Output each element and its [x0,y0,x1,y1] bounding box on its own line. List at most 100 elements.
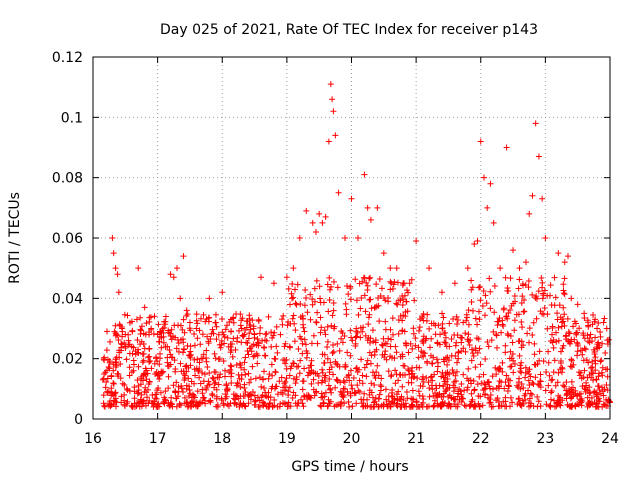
data-point [377,381,384,388]
data-point [285,388,292,395]
data-point [595,319,602,326]
data-point [330,307,337,314]
data-point [448,336,455,343]
data-point [545,348,552,355]
data-point [526,339,533,346]
data-point [138,327,145,334]
data-point [332,132,339,139]
data-point [388,372,395,379]
data-point [353,325,360,332]
data-point [470,353,477,360]
data-point [363,361,370,368]
data-point [522,390,529,397]
x-tick-label: 17 [149,431,167,447]
data-point [228,379,235,386]
data-point [494,365,501,372]
data-point [504,285,511,292]
data-point [391,396,398,403]
data-point [389,285,396,292]
data-point [520,385,527,392]
data-point [204,333,211,340]
data-point [241,393,248,400]
data-point [326,297,333,304]
data-point [324,403,331,410]
data-point [474,321,481,328]
data-point [525,284,532,291]
data-point [527,402,534,409]
data-point [313,318,320,325]
data-point [568,295,575,302]
data-point [268,385,275,392]
data-point [493,371,500,378]
data-point [423,374,430,381]
data-point [547,292,554,299]
data-point [469,307,476,314]
data-point [605,336,612,343]
data-point [185,402,192,409]
data-point [242,403,249,410]
data-point [324,281,331,288]
data-point [222,326,229,333]
data-point [405,289,412,296]
data-point [517,362,524,369]
data-point [417,316,424,323]
data-point [415,403,422,410]
data-point [413,238,420,245]
data-point [179,326,186,333]
data-point [242,326,249,333]
data-point [454,332,461,339]
data-point [578,375,585,382]
data-point [376,318,383,325]
data-point [489,373,496,380]
data-point [501,385,508,392]
data-point [535,288,542,295]
data-point [300,378,307,385]
data-point [581,385,588,392]
data-point [251,331,258,338]
data-point [324,338,331,345]
data-point [374,362,381,369]
data-point [295,363,302,370]
data-point [156,375,163,382]
data-point [442,334,449,341]
data-point [203,384,210,391]
data-point [554,399,561,406]
data-point [599,364,606,371]
data-point [296,333,303,340]
data-point [303,347,310,354]
data-point [311,298,318,305]
data-point [426,393,433,400]
data-point [134,377,141,384]
data-point [262,352,269,359]
data-point [317,295,324,302]
data-point [529,379,536,386]
data-point [99,376,106,383]
data-point [534,393,541,400]
data-point [551,302,558,309]
data-point [499,359,506,366]
data-point [206,370,213,377]
data-point [584,403,591,410]
data-point [454,359,461,366]
data-point [217,344,224,351]
data-point [219,316,226,323]
data-point [545,382,552,389]
data-point [230,319,237,326]
data-point [327,386,334,393]
data-point [389,354,396,361]
data-point [393,391,400,398]
data-point [115,337,122,344]
data-point [325,138,332,145]
data-point [491,309,498,316]
data-point [586,334,593,341]
data-point [393,265,400,272]
data-point [229,353,236,360]
data-point [245,370,252,377]
data-point [236,403,243,410]
data-point [327,359,334,366]
data-point [497,265,504,272]
data-point [351,389,358,396]
data-point [197,380,204,387]
data-point [387,278,394,285]
data-point [225,369,232,376]
